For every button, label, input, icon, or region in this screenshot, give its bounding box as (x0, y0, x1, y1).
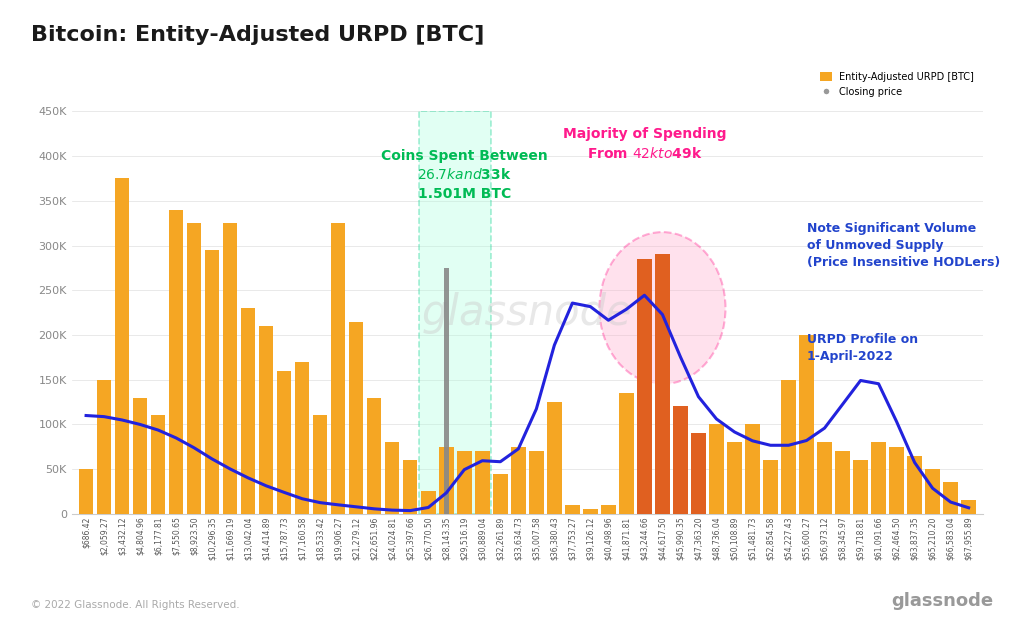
Bar (421, 491, 435, 514)
Text: URPD Profile on
1-April-2022: URPD Profile on 1-April-2022 (807, 334, 918, 363)
Bar (457, 451, 471, 514)
Bar (349, 321, 364, 514)
Bar (601, 505, 615, 514)
Bar (529, 451, 544, 514)
Bar (444, 268, 449, 514)
Bar (620, 393, 634, 514)
Bar (97, 379, 112, 514)
Bar (836, 451, 850, 514)
Text: Majority of Spending
From $42k to $49k: Majority of Spending From $42k to $49k (562, 127, 726, 160)
Bar (223, 223, 238, 514)
Bar (475, 451, 489, 514)
Ellipse shape (599, 232, 725, 384)
Bar (547, 402, 561, 514)
Bar (259, 326, 273, 514)
Bar (781, 379, 796, 514)
Bar (241, 308, 255, 514)
Bar (419, 111, 492, 514)
Bar (584, 509, 598, 514)
Bar (115, 178, 129, 514)
Bar (926, 469, 940, 514)
Bar (367, 397, 382, 514)
Bar (439, 447, 454, 514)
Bar (890, 447, 904, 514)
Text: Note Significant Volume
of Unmoved Supply
(Price Insensitive HODLers): Note Significant Volume of Unmoved Suppl… (807, 222, 999, 269)
Bar (151, 415, 165, 514)
Bar (295, 361, 309, 514)
Bar (710, 425, 724, 514)
Bar (853, 460, 867, 514)
Bar (871, 442, 886, 514)
Bar (205, 250, 219, 514)
Bar (962, 500, 976, 514)
Bar (385, 442, 399, 514)
Bar (133, 397, 147, 514)
Text: © 2022 Glassnode. All Rights Reserved.: © 2022 Glassnode. All Rights Reserved. (31, 600, 240, 610)
Bar (278, 371, 292, 514)
Bar (331, 223, 345, 514)
Bar (637, 259, 651, 514)
Bar (565, 505, 580, 514)
Bar (745, 425, 760, 514)
Bar (187, 223, 202, 514)
Bar (673, 407, 688, 514)
Bar (655, 254, 670, 514)
Bar (403, 460, 418, 514)
Bar (313, 415, 328, 514)
Text: glassnode: glassnode (891, 592, 993, 610)
Bar (763, 460, 777, 514)
Bar (800, 335, 814, 514)
Text: Bitcoin: Entity-Adjusted URPD [BTC]: Bitcoin: Entity-Adjusted URPD [BTC] (31, 25, 484, 45)
Bar (691, 433, 706, 514)
Bar (817, 442, 831, 514)
Text: Coins Spent Between
$26.7k and $33k
1.501M BTC: Coins Spent Between $26.7k and $33k 1.50… (381, 149, 548, 201)
Bar (907, 456, 922, 514)
Legend: Entity-Adjusted URPD [BTC], Closing price: Entity-Adjusted URPD [BTC], Closing pric… (816, 68, 978, 101)
Bar (727, 442, 741, 514)
Text: glassnode: glassnode (422, 292, 633, 334)
Bar (943, 482, 957, 514)
Bar (169, 210, 183, 514)
Bar (494, 474, 508, 514)
Bar (79, 469, 93, 514)
Bar (511, 447, 525, 514)
